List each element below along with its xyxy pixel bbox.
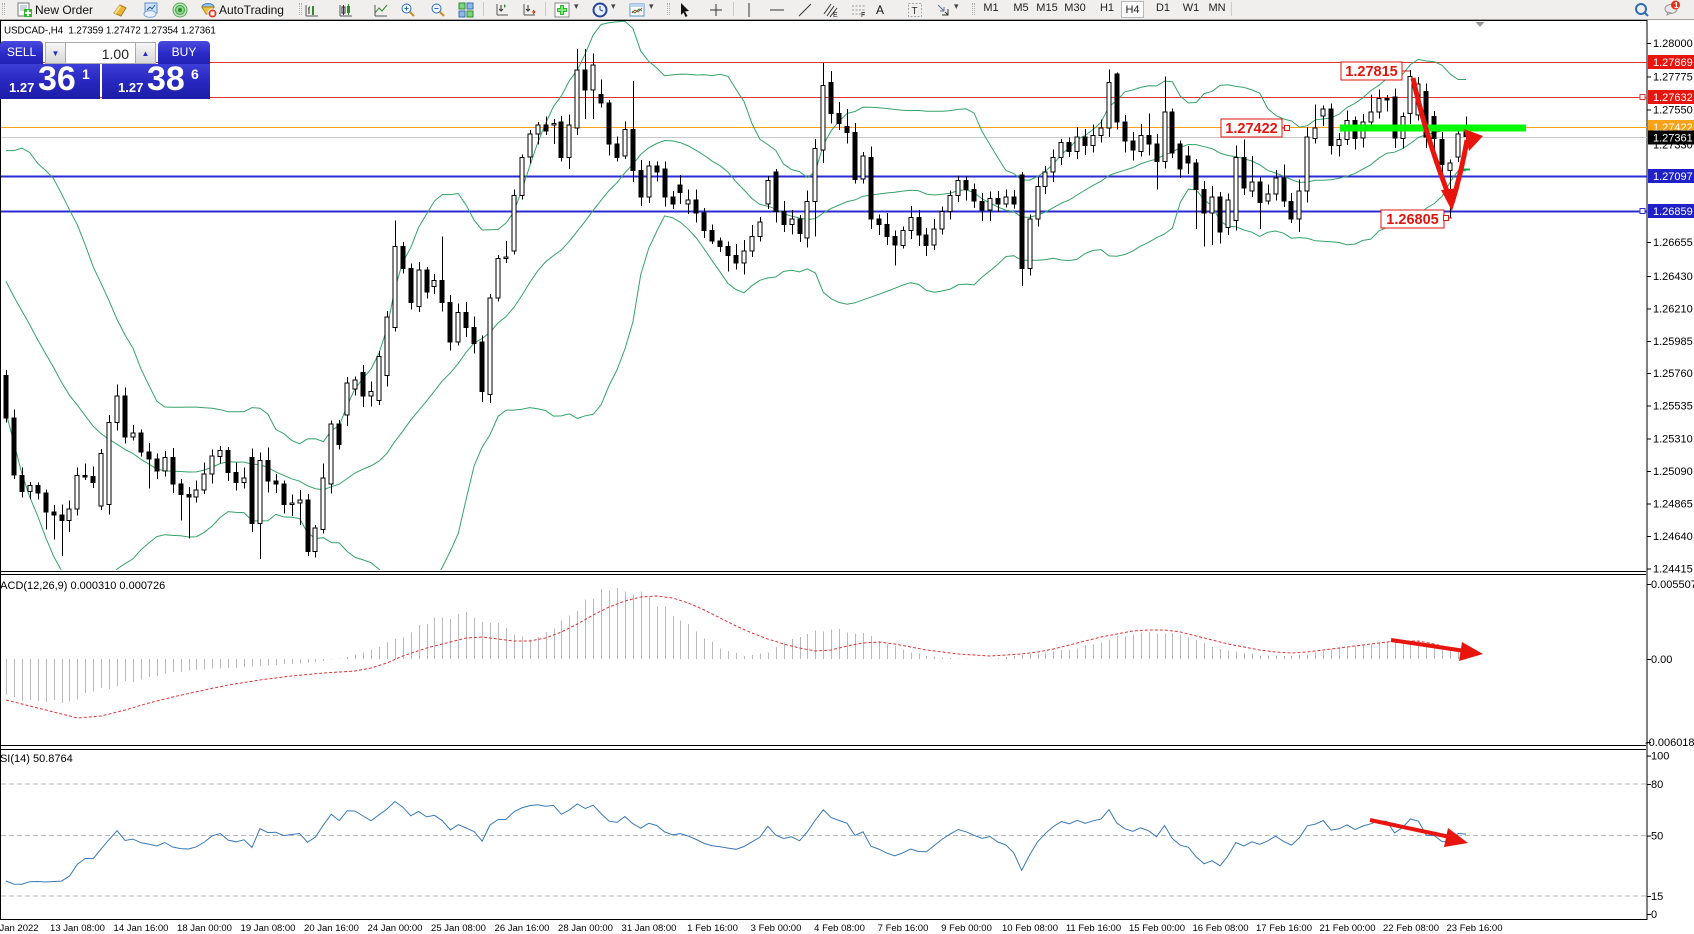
- svg-text:1.27361: 1.27361: [1653, 133, 1693, 145]
- svg-text:1.26859: 1.26859: [1653, 206, 1693, 218]
- svg-text:80: 80: [1651, 779, 1663, 791]
- svg-text:-0.006018: -0.006018: [1645, 737, 1694, 749]
- svg-text:24 Jan 00:00: 24 Jan 00:00: [368, 923, 423, 934]
- svg-text:1.27097: 1.27097: [1653, 171, 1693, 183]
- svg-text:E: E: [833, 12, 838, 18]
- svg-text:1.26805: 1.26805: [1386, 212, 1438, 228]
- svg-text:1 Feb 16:00: 1 Feb 16:00: [687, 923, 738, 934]
- svg-text:10 Feb 08:00: 10 Feb 08:00: [1002, 923, 1058, 934]
- svg-text:3 Feb 00:00: 3 Feb 00:00: [751, 923, 802, 934]
- svg-text:0.00: 0.00: [1651, 654, 1672, 666]
- svg-text:19 Jan 08:00: 19 Jan 08:00: [241, 923, 296, 934]
- svg-text:100: 100: [1651, 751, 1669, 763]
- svg-text:14 Jan 16:00: 14 Jan 16:00: [114, 923, 169, 934]
- svg-text:Jan 2022: Jan 2022: [0, 923, 39, 934]
- svg-text:21 Feb 00:00: 21 Feb 00:00: [1320, 923, 1376, 934]
- svg-text:28 Jan 00:00: 28 Jan 00:00: [558, 923, 613, 934]
- svg-text:1.27869: 1.27869: [1653, 57, 1693, 69]
- svg-text:1.26430: 1.26430: [1653, 271, 1693, 283]
- svg-text:USDCAD-,H4 1.27359 1.27472 1.: USDCAD-,H4 1.27359 1.27472 1.27354 1.273…: [4, 26, 216, 37]
- svg-text:7 Feb 16:00: 7 Feb 16:00: [878, 923, 929, 934]
- svg-text:T: T: [912, 6, 918, 17]
- svg-text:1.27550: 1.27550: [1653, 105, 1693, 117]
- svg-text:22 Feb 08:00: 22 Feb 08:00: [1383, 923, 1439, 934]
- svg-text:1.27422: 1.27422: [1225, 121, 1277, 137]
- svg-text:1.24865: 1.24865: [1653, 499, 1693, 511]
- svg-text:0: 0: [1651, 909, 1657, 921]
- svg-text:MACD(12,26,9) 0.000310 0.00072: MACD(12,26,9) 0.000310 0.000726: [0, 580, 165, 592]
- svg-text:11 Feb 16:00: 11 Feb 16:00: [1066, 923, 1121, 934]
- svg-text:13 Jan 08:00: 13 Jan 08:00: [50, 923, 105, 934]
- svg-text:1: 1: [1674, 1, 1679, 10]
- svg-text:1.25985: 1.25985: [1653, 336, 1693, 348]
- svg-text:1.25760: 1.25760: [1653, 368, 1693, 380]
- svg-text:31 Jan 08:00: 31 Jan 08:00: [622, 923, 677, 934]
- svg-text:26 Jan 16:00: 26 Jan 16:00: [495, 923, 550, 934]
- svg-text:20 Jan 16:00: 20 Jan 16:00: [304, 923, 359, 934]
- svg-text:RSI(14) 50.8764: RSI(14) 50.8764: [0, 753, 73, 765]
- svg-text:1.26655: 1.26655: [1653, 237, 1693, 249]
- svg-text:1.25310: 1.25310: [1653, 434, 1693, 446]
- svg-text:1.28000: 1.28000: [1653, 38, 1693, 50]
- svg-text:1.25090: 1.25090: [1653, 466, 1693, 478]
- svg-text:9 Feb 00:00: 9 Feb 00:00: [941, 923, 992, 934]
- svg-text:F: F: [861, 12, 865, 18]
- svg-text:25 Jan 08:00: 25 Jan 08:00: [431, 923, 486, 934]
- svg-text:15: 15: [1651, 891, 1663, 903]
- svg-text:1.24640: 1.24640: [1653, 531, 1693, 543]
- svg-text:1.27632: 1.27632: [1653, 92, 1693, 104]
- svg-text:17 Feb 16:00: 17 Feb 16:00: [1256, 923, 1312, 934]
- svg-text:23 Feb 16:00: 23 Feb 16:00: [1447, 923, 1503, 934]
- svg-text:0.005507: 0.005507: [1651, 579, 1694, 591]
- svg-text:4 Feb 08:00: 4 Feb 08:00: [814, 923, 865, 934]
- svg-text:1.26210: 1.26210: [1653, 303, 1693, 315]
- svg-text:1.27815: 1.27815: [1345, 64, 1397, 80]
- svg-text:16 Feb 08:00: 16 Feb 08:00: [1193, 923, 1249, 934]
- svg-text:15 Feb 00:00: 15 Feb 00:00: [1129, 923, 1185, 934]
- svg-text:1.25535: 1.25535: [1653, 401, 1693, 413]
- svg-text:50: 50: [1651, 831, 1663, 843]
- svg-text:1.27775: 1.27775: [1653, 71, 1693, 83]
- svg-text:18 Jan 00:00: 18 Jan 00:00: [177, 923, 232, 934]
- svg-text:1.24415: 1.24415: [1653, 563, 1693, 575]
